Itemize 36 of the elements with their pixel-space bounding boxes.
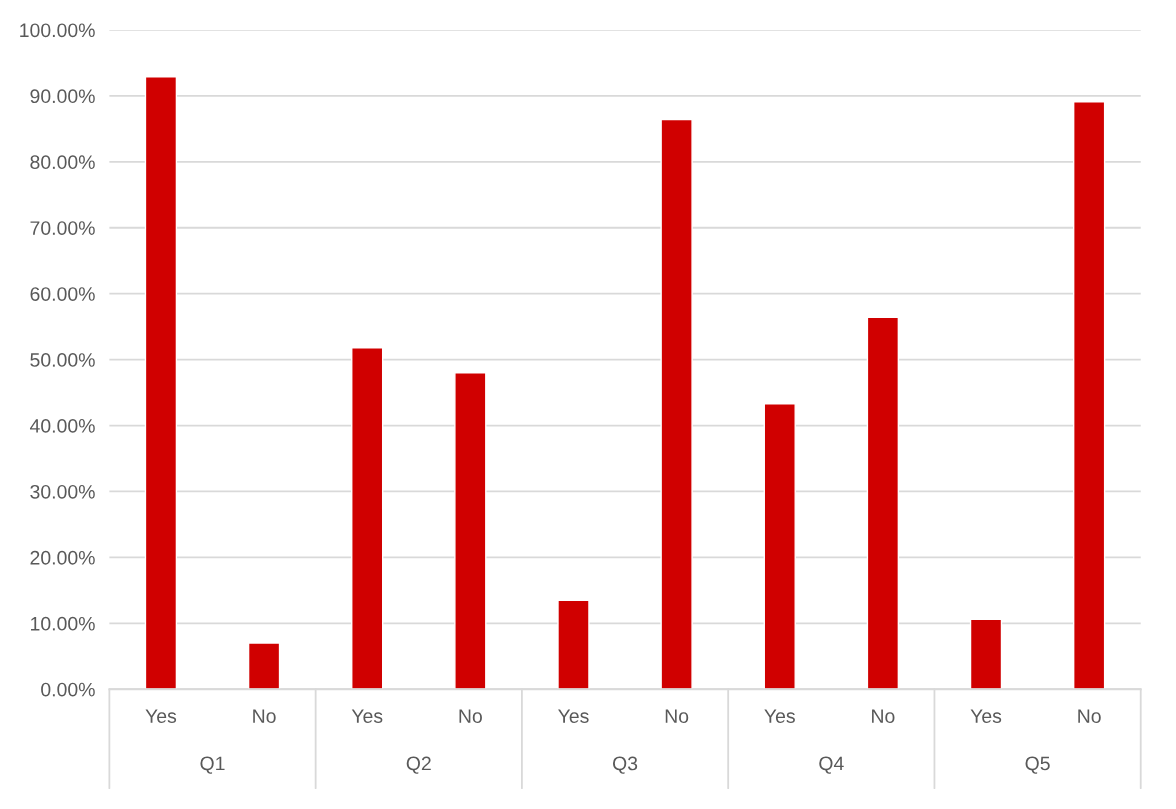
y-tick-label: 70.00% [30,221,95,235]
y-tick-label: 90.00% [30,89,95,104]
y-tick-label: 10.00% [31,616,95,631]
x-tick-label: No [872,709,895,723]
x-tick-label: Yes [970,709,1002,723]
bar [866,316,900,690]
bar [969,618,1003,690]
bar [454,372,487,690]
y-tick-label: 80.00% [30,155,95,170]
y-tick-label: 30.00% [30,484,95,499]
x-tick-label: No [459,709,482,723]
x-tick-label: No [665,709,689,723]
text: Q3 [613,756,638,774]
text: Q5 [1025,756,1050,774]
bar [1072,101,1106,690]
y-tick-label: 20.00% [30,550,95,565]
bar [557,599,590,690]
bar [660,118,693,690]
x-tick-label: Yes [558,709,589,723]
y-tick-label: 60.00% [30,287,95,301]
x-tick-label: Yes [351,709,383,723]
x-tick-label: No [1078,709,1101,723]
text: Q1 [200,756,225,774]
y-tick-label: 50.00% [30,353,95,367]
y-tick-label: 40.00% [29,419,95,433]
y-tick-label: 0.00% [41,682,95,697]
text: Q2 [406,756,431,774]
x-tick-label: No [253,709,276,723]
text: Q4 [819,756,844,774]
bar [144,76,178,690]
bar [351,347,384,690]
y-tick-label: 100.00% [20,23,95,38]
bar [763,403,796,690]
x-tick-label: Yes [145,709,177,723]
bar [247,642,281,690]
x-tick-label: Yes [764,709,795,723]
